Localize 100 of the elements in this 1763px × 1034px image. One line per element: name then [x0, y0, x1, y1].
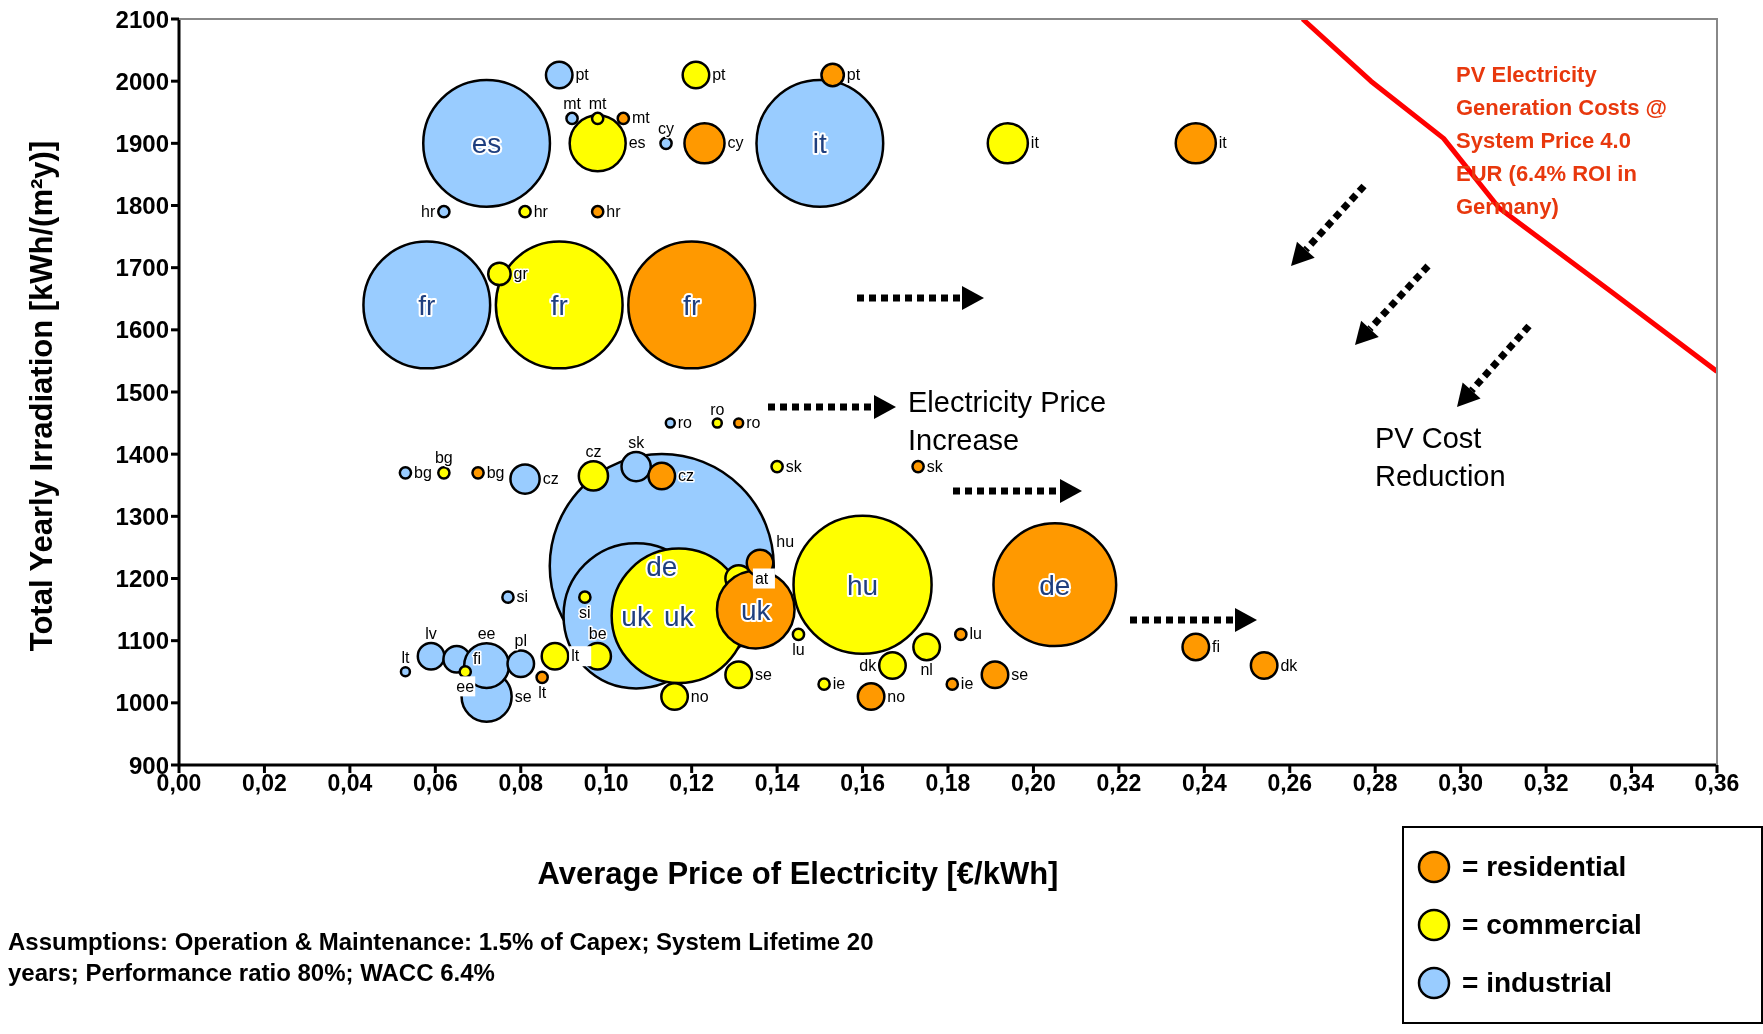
data-label: fi: [1212, 637, 1221, 655]
annotation: PV Cost Reduction: [1375, 421, 1507, 494]
data-label: ee: [456, 678, 475, 696]
y-tick-label: 1700: [115, 254, 169, 282]
x-tick-label: 0,34: [1609, 770, 1655, 797]
data-label: es: [471, 128, 502, 160]
data-label: uk: [664, 600, 695, 632]
x-tick-label: 0,06: [412, 770, 458, 797]
x-tick-label: 0,10: [583, 770, 629, 797]
data-label: pt: [575, 65, 590, 83]
legend-label: = commercial: [1462, 909, 1642, 941]
data-label: ie: [960, 675, 974, 693]
data-label: bg: [414, 463, 432, 481]
data-label: lv: [425, 624, 437, 642]
data-label: no: [690, 687, 709, 705]
data-label: si: [516, 588, 529, 606]
data-label: lu: [969, 625, 982, 643]
data-label: mt: [631, 109, 651, 127]
data-label: cy: [658, 119, 675, 137]
data-label: lt: [538, 683, 547, 701]
x-tick-label: 0,24: [1181, 770, 1227, 797]
y-tick-label: 1200: [115, 565, 169, 593]
annotation: Electricity Price Increase: [908, 385, 1108, 458]
x-tick-label: 0,02: [242, 770, 287, 797]
y-tick-label: 1800: [115, 192, 169, 220]
y-tick-label: 1000: [115, 689, 169, 717]
y-tick-label: 1300: [115, 502, 169, 530]
data-label: se: [514, 687, 532, 705]
data-label: dk: [859, 656, 878, 674]
data-label: ro: [710, 400, 725, 418]
y-tick-label: 1100: [116, 627, 169, 655]
x-tick-label: 0,08: [498, 770, 544, 797]
data-label: pt: [846, 65, 861, 83]
y-tick-label: 2000: [115, 67, 169, 95]
text: Assumptions: Operation & Maintenance: 1.5% of Capex; System Lifetime 20 years; Performance ratio 80%; WACC 6.4%: [8, 927, 875, 989]
x-tick-label: 0,28: [1352, 770, 1398, 797]
x-tick-label: 0,04: [327, 770, 373, 797]
data-label: it: [812, 128, 828, 160]
data-label: de: [646, 551, 678, 583]
data-label: uk: [621, 600, 652, 632]
data-label: dk: [1280, 656, 1299, 674]
data-label: it: [1030, 134, 1040, 152]
data-label: cz: [678, 466, 695, 484]
data-label: fi: [472, 650, 481, 668]
data-label: ro: [746, 414, 761, 432]
x-tick-label: 0,26: [1267, 770, 1313, 797]
data-label: de: [1039, 569, 1071, 601]
data-label: si: [579, 603, 591, 621]
data-label: hr: [606, 202, 622, 220]
data-label: fr: [550, 289, 568, 321]
data-label: nl: [920, 661, 933, 679]
x-tick-label: 0,14: [754, 770, 800, 797]
data-label: sk: [785, 457, 803, 475]
x-tick-label: 0,12: [669, 770, 715, 797]
x-tick-label: 0,16: [840, 770, 885, 797]
data-label: be: [588, 624, 607, 642]
data-label: mt: [563, 94, 582, 112]
data-label: ie: [832, 675, 846, 693]
y-tick-label: 1900: [115, 129, 169, 157]
data-label: bg: [434, 449, 453, 467]
y-tick-label: 1600: [115, 316, 169, 344]
x-axis-title: Average Price of Electricity [€/kWh]: [536, 856, 1060, 892]
x-tick-label: 0,30: [1438, 770, 1484, 797]
data-label: at: [754, 569, 769, 587]
data-label: lu: [792, 641, 805, 659]
x-tick-label: 0,20: [1011, 770, 1056, 797]
data-label: se: [1011, 665, 1029, 683]
y-axis-title: Total Yearly Irradiation [kWh/(m²y)]: [24, 139, 60, 654]
y-tick-label: 1500: [115, 378, 169, 406]
data-label: fr: [683, 289, 701, 321]
x-tick-label: 0,18: [925, 770, 971, 797]
data-label: bg: [486, 463, 505, 481]
data-label: cz: [585, 443, 602, 461]
legend-label: = residential: [1462, 851, 1627, 883]
data-label: gr: [513, 264, 529, 282]
data-label: pt: [712, 65, 727, 83]
data-label: fr: [418, 289, 436, 321]
data-label: it: [1218, 134, 1228, 152]
data-label: mt: [588, 94, 608, 112]
x-tick-label: 0,36: [1694, 770, 1740, 797]
data-label: hu: [846, 569, 879, 601]
data-label: hr: [533, 202, 549, 220]
data-label: ro: [677, 414, 693, 432]
x-tick-label: 0,22: [1096, 770, 1142, 797]
data-label: hr: [421, 202, 436, 220]
data-label: ee: [477, 625, 496, 643]
data-label: sk: [926, 457, 944, 475]
data-label: uk: [740, 594, 772, 626]
y-tick-label: 1400: [115, 440, 169, 468]
data-label: se: [754, 665, 772, 683]
data-label: cz: [542, 470, 559, 488]
data-label: sk: [628, 434, 646, 451]
data-label: lt: [401, 649, 410, 667]
data-label: cy: [727, 134, 744, 152]
data-label: hu: [776, 532, 795, 550]
x-tick-label: 0,32: [1523, 770, 1569, 797]
data-label: lt: [571, 647, 580, 665]
y-tick-label: 2100: [115, 5, 169, 33]
data-label: es: [628, 134, 646, 152]
data-label: no: [887, 687, 906, 705]
